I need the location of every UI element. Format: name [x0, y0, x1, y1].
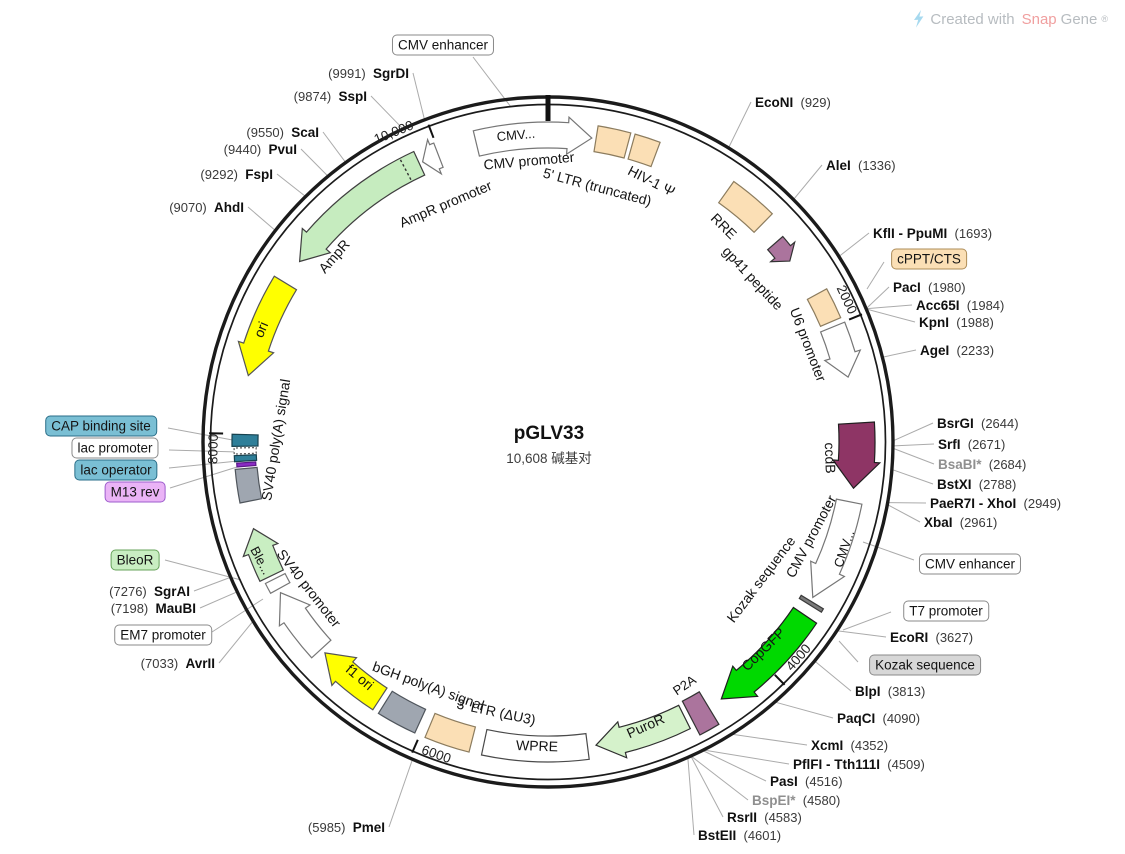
feature-five_ltr_box [593, 125, 632, 159]
snapgene-logo-icon [914, 10, 924, 28]
feature-m13_line [236, 461, 257, 468]
feature-gp41_marker [766, 235, 796, 263]
enzyme-leader-SspI [370, 95, 403, 129]
snapgene-watermark: Created with Snap Gene ® [911, 10, 1108, 28]
feature-hiv_psi_box [627, 133, 661, 168]
arc-label-ampr_prom: AmpR promoter [397, 177, 495, 230]
feature-cap_box [231, 433, 259, 448]
enzyme-leader-AgeI [883, 349, 917, 358]
callout-leader-em7_promoter [211, 598, 264, 633]
callout-leader-cmv_enhancer_right [862, 541, 915, 561]
enzyme-leader-ScaI [322, 131, 346, 162]
enzyme-leader-BstEII [687, 758, 695, 836]
feature-ccdb_arrow [831, 421, 882, 490]
feature-ampr_prom_arrow [421, 137, 444, 176]
enzyme-leader-PmeI [388, 760, 413, 828]
enzyme-leader-RsrII [690, 756, 724, 818]
arc-label-cmv1_text: CMV... [496, 126, 536, 144]
watermark-brand-snap: Snap [1021, 10, 1057, 28]
enzyme-leader-KpnI [867, 308, 916, 323]
feature-lacp_box [233, 446, 257, 455]
enzyme-leader-PvuI [300, 148, 328, 176]
enzyme-leader-AhdI [247, 206, 275, 231]
feature-laco_box [233, 454, 258, 463]
enzyme-leader-PflFI - Tth111I [704, 749, 790, 765]
feature-sv40p_arrow [278, 591, 332, 659]
callout-leader-t7_promoter [842, 611, 892, 631]
feature-rre_box [717, 180, 774, 234]
arc-label-ori: ori [250, 319, 271, 340]
arc-label-ccdb: ccdB [822, 442, 839, 474]
tick_6000-mark [411, 739, 419, 754]
feature-cmv_promoter_arrow [472, 115, 593, 157]
watermark-brand-gene: Gene [1060, 10, 1098, 28]
enzyme-leader-BsaBI* [893, 448, 935, 465]
feature-wpre_box [480, 728, 590, 763]
feature-p2a_box [681, 690, 720, 736]
arc-label-cmv1_name: CMV promoter [483, 149, 575, 173]
arc-label-sv40pa: SV40 poly(A) signal [258, 378, 293, 502]
tick_4000-mark [774, 674, 786, 686]
ampr-signal-divider [399, 158, 412, 181]
feature-puror_arrow [594, 704, 692, 759]
feature-copgfp_arrow [720, 606, 818, 700]
feature-em7_box [264, 572, 291, 595]
callout-leader-kozak_right [838, 640, 859, 663]
feature-ampr_arrow [298, 150, 426, 263]
arc-label-wpre: WPRE [516, 737, 559, 754]
watermark-registered: ® [1101, 14, 1108, 24]
arc-label-kozak_in: Kozak sequence [723, 533, 798, 625]
feature-kozak_mark [798, 594, 825, 614]
enzyme-leader-XbaI [887, 504, 921, 523]
enzyme-leader-EcoRI [837, 630, 887, 638]
feature-cppt_box [806, 287, 842, 328]
callout-leader-bleor [164, 559, 242, 581]
enzyme-leader-BlpI [815, 661, 852, 692]
enzyme-leader-XcmI [732, 733, 808, 746]
watermark-text: Created with [930, 10, 1015, 28]
enzyme-leader-PasI [703, 750, 767, 782]
enzyme-leader-FspI [276, 173, 306, 197]
enzyme-leader-BspEI* [691, 756, 749, 801]
enzyme-leader-SgrAI [193, 577, 230, 592]
feature-u6_arrow [819, 321, 862, 379]
enzyme-leader-SrfI [893, 443, 935, 447]
plasmid-name: pGLV33 [513, 423, 585, 444]
enzyme-leader-EcoNI [728, 101, 752, 148]
tick_2000-mark [848, 313, 863, 321]
enzyme-leader-Acc65I [867, 304, 913, 310]
enzyme-leader-BstXI [892, 469, 934, 485]
enzyme-leader-PacI [866, 286, 890, 309]
feature-bgh_box [377, 690, 427, 734]
tick_8000-label: 8000 [205, 434, 221, 464]
enzyme-leader-MauBI [199, 591, 237, 609]
feature-sv40pa_box [234, 466, 263, 504]
enzyme-leader-PaqCI [775, 701, 834, 719]
feature-cmv2_arrow [810, 498, 863, 599]
callout-leader-cppt_cts [866, 261, 885, 290]
enzyme-leader-BsrGI [893, 422, 934, 441]
enzyme-leader-AvrII [218, 621, 253, 664]
feature-f1_arrow [324, 652, 388, 711]
tick_10000-mark [427, 124, 435, 139]
feature-ble_arrow [242, 527, 285, 583]
feature-three_ltr_box [424, 712, 477, 753]
enzyme-leader-AleI [793, 164, 823, 200]
enzyme-leader-SgrDI [412, 72, 425, 119]
feature-ori_arrow [237, 275, 298, 377]
plasmid-size: 10,608 碱基对 [506, 451, 592, 466]
enzyme-leader-KflI - PpuMI [839, 232, 870, 257]
